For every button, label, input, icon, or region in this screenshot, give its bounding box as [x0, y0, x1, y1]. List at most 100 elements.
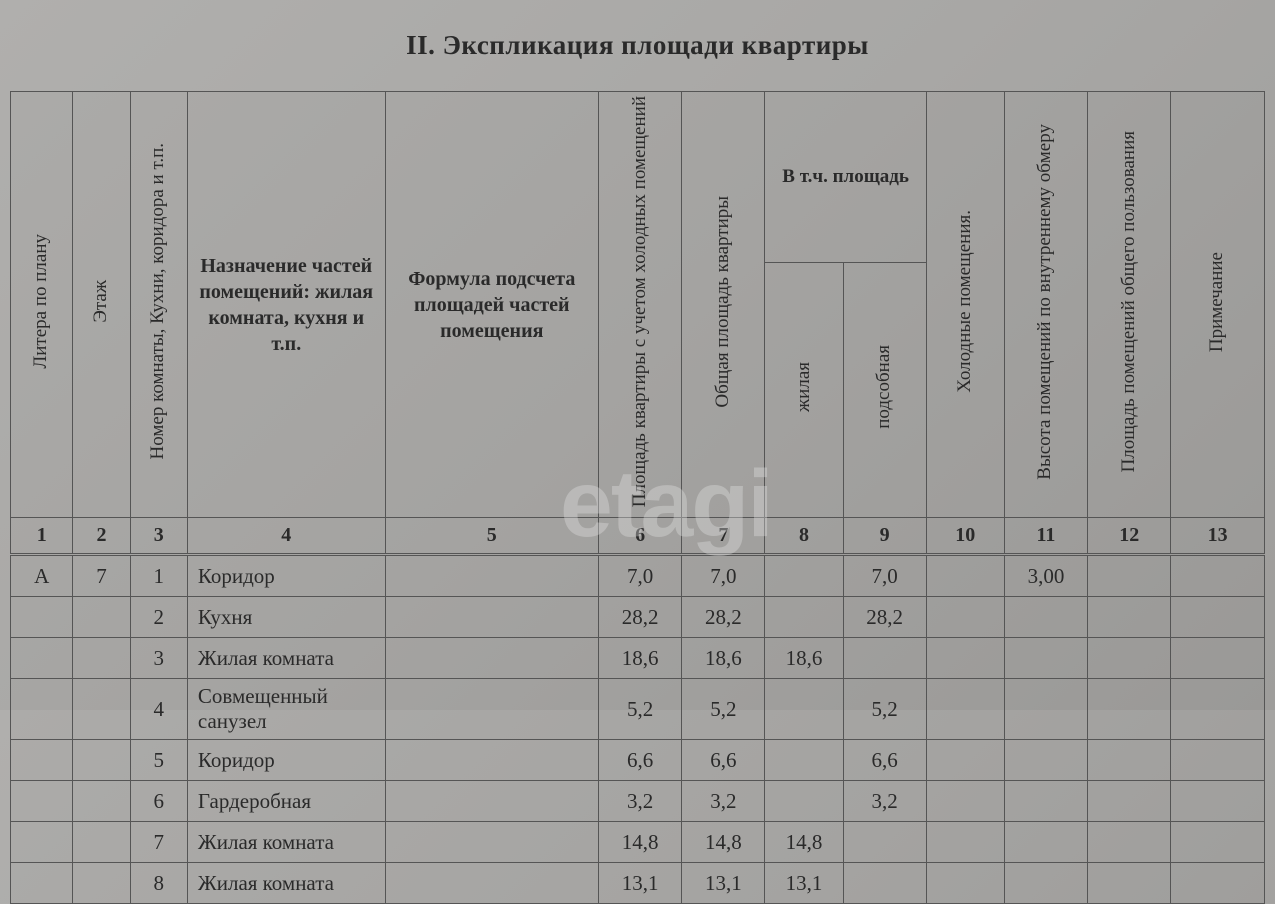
cell-c10 — [926, 679, 1004, 740]
colnum-cell: 9 — [843, 518, 926, 555]
cell-name: Жилая комната — [187, 638, 385, 679]
cell-c12 — [1088, 781, 1171, 822]
cell-c8 — [765, 597, 843, 638]
cell-formula — [385, 740, 598, 781]
cell-c6: 7,0 — [598, 555, 681, 597]
cell-c7: 5,2 — [682, 679, 765, 740]
cell-c9: 7,0 — [843, 555, 926, 597]
table-row: 5Коридор6,66,66,6 — [11, 740, 1265, 781]
cell-litera — [11, 863, 73, 904]
cell-num: 5 — [130, 740, 187, 781]
cell-litera — [11, 781, 73, 822]
cell-c7: 13,1 — [682, 863, 765, 904]
cell-c6: 13,1 — [598, 863, 681, 904]
cell-c11: 3,00 — [1004, 555, 1087, 597]
cell-c10 — [926, 597, 1004, 638]
cell-litera — [11, 740, 73, 781]
cell-c11 — [1004, 863, 1087, 904]
cell-c7: 6,6 — [682, 740, 765, 781]
colnum-cell: 1 — [11, 518, 73, 555]
cell-floor — [73, 679, 130, 740]
cell-name: Жилая комната — [187, 822, 385, 863]
table-row: 2Кухня28,228,228,2 — [11, 597, 1265, 638]
cell-floor — [73, 781, 130, 822]
cell-c13 — [1171, 638, 1265, 679]
cell-name: Коридор — [187, 740, 385, 781]
cell-formula — [385, 679, 598, 740]
cell-c6: 14,8 — [598, 822, 681, 863]
cell-c12 — [1088, 555, 1171, 597]
colnum-cell: 4 — [187, 518, 385, 555]
cell-c9: 28,2 — [843, 597, 926, 638]
col-header-common-area: Площадь помещений общего пользования — [1088, 92, 1171, 518]
cell-c7: 3,2 — [682, 781, 765, 822]
cell-c6: 28,2 — [598, 597, 681, 638]
cell-c13 — [1171, 679, 1265, 740]
table-row: 6Гардеробная3,23,23,2 — [11, 781, 1265, 822]
colnum-cell: 8 — [765, 518, 843, 555]
cell-floor — [73, 597, 130, 638]
cell-name: Гардеробная — [187, 781, 385, 822]
cell-formula — [385, 597, 598, 638]
cell-litera: А — [11, 555, 73, 597]
cell-formula — [385, 863, 598, 904]
cell-num: 3 — [130, 638, 187, 679]
cell-floor: 7 — [73, 555, 130, 597]
column-number-row: 1 2 3 4 5 6 7 8 9 10 11 12 13 — [11, 518, 1265, 555]
colnum-cell: 2 — [73, 518, 130, 555]
col-header-height: Высота помещений по внутреннему обмеру — [1004, 92, 1087, 518]
colnum-cell: 12 — [1088, 518, 1171, 555]
cell-floor — [73, 740, 130, 781]
cell-c12 — [1088, 822, 1171, 863]
table-row: 7Жилая комната14,814,814,8 — [11, 822, 1265, 863]
explication-table: Литера по плану Этаж Номер комнаты, Кухн… — [10, 91, 1265, 904]
cell-litera — [11, 822, 73, 863]
cell-c12 — [1088, 863, 1171, 904]
cell-c10 — [926, 740, 1004, 781]
cell-c11 — [1004, 679, 1087, 740]
cell-c8 — [765, 740, 843, 781]
cell-formula — [385, 638, 598, 679]
table-header: Литера по плану Этаж Номер комнаты, Кухн… — [11, 92, 1265, 555]
cell-c11 — [1004, 597, 1087, 638]
colnum-cell: 6 — [598, 518, 681, 555]
cell-c13 — [1171, 863, 1265, 904]
colnum-cell: 3 — [130, 518, 187, 555]
col-header-litera: Литера по плану — [11, 92, 73, 518]
cell-litera — [11, 638, 73, 679]
col-header-area-cold: Площадь квартиры с учетом холодных помещ… — [598, 92, 681, 518]
cell-name: Коридор — [187, 555, 385, 597]
cell-num: 6 — [130, 781, 187, 822]
cell-c8: 14,8 — [765, 822, 843, 863]
cell-c6: 3,2 — [598, 781, 681, 822]
cell-c8: 18,6 — [765, 638, 843, 679]
cell-litera — [11, 597, 73, 638]
col-header-living: жилая — [765, 263, 843, 518]
col-header-note: Примечание — [1171, 92, 1265, 518]
table-row: 8Жилая комната13,113,113,1 — [11, 863, 1265, 904]
cell-c9: 3,2 — [843, 781, 926, 822]
cell-c8 — [765, 781, 843, 822]
table-row: А71Коридор7,07,07,03,00 — [11, 555, 1265, 597]
cell-c6: 5,2 — [598, 679, 681, 740]
cell-c10 — [926, 781, 1004, 822]
col-header-utility: подсобная — [843, 263, 926, 518]
colnum-cell: 10 — [926, 518, 1004, 555]
cell-c9 — [843, 638, 926, 679]
cell-c9: 5,2 — [843, 679, 926, 740]
document-page: II. Экспликация площади квартиры Литера … — [0, 0, 1275, 904]
col-header-group-including: В т.ч. площадь — [765, 92, 926, 263]
cell-c6: 6,6 — [598, 740, 681, 781]
cell-formula — [385, 781, 598, 822]
colnum-cell: 5 — [385, 518, 598, 555]
cell-c7: 14,8 — [682, 822, 765, 863]
table-body: А71Коридор7,07,07,03,002Кухня28,228,228,… — [11, 555, 1265, 904]
col-header-cold-rooms: Холодные помещения. — [926, 92, 1004, 518]
cell-c8: 13,1 — [765, 863, 843, 904]
cell-floor — [73, 638, 130, 679]
cell-name: Совмещенный санузел — [187, 679, 385, 740]
col-header-purpose: Назначение частей помещений: жилая комна… — [187, 92, 385, 518]
cell-num: 7 — [130, 822, 187, 863]
cell-formula — [385, 822, 598, 863]
cell-c10 — [926, 555, 1004, 597]
